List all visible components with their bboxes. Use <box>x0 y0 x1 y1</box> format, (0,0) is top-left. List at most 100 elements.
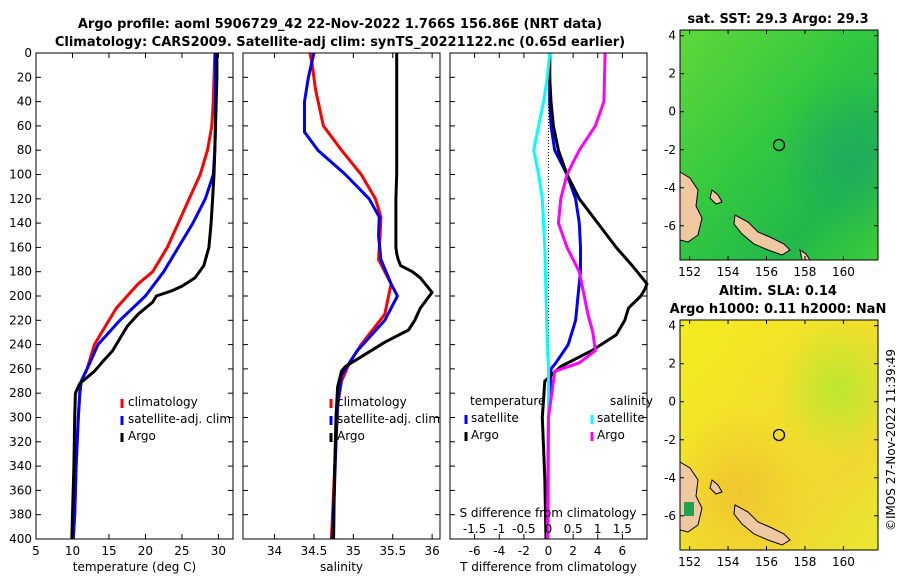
sla_map-ytick-label: -4 <box>664 471 676 485</box>
temperature-ytick-label: 180 <box>9 265 32 279</box>
temperature-ytick-label: 320 <box>9 435 32 449</box>
sla-map-field-orange-zone <box>680 320 878 550</box>
temperature-ytick-label: 340 <box>9 459 32 473</box>
difference-frame <box>449 52 648 540</box>
sst-map-panel: sat. SST: 29.3 Argo: 29.3 152 154 156 158 16… <box>664 12 879 279</box>
sla_map-ytick-label: 2 <box>668 357 676 371</box>
copyright-label: ©IMOS 27-Nov-2022 11:39:49 <box>884 349 898 531</box>
temperature-ytick-label: 120 <box>9 192 32 206</box>
salinity-legend-label: Argo <box>337 429 365 443</box>
sla-map-land-new-ireland <box>709 479 723 495</box>
sla-map-title-line1: Altim. SLA: 0.14 <box>719 284 837 299</box>
sla_map-ytick-label: 0 <box>668 395 676 409</box>
difference-top-tick-label: -1 <box>493 522 505 536</box>
sst_map-ytick-label: 0 <box>668 105 676 119</box>
salinity-xtick-label: 36 <box>424 544 439 558</box>
temperature-ytick-label: 200 <box>9 289 32 303</box>
sla-map-panel: Altim. SLA: 0.14 Argo h1000: 0.11 h2000:… <box>664 284 886 569</box>
temperature-series-argo <box>70 53 219 540</box>
difference-xtick-label: 6 <box>619 544 627 558</box>
sla-map-axes: 152 154 156 158 160 4 2 0 -2 -4 -6 <box>664 319 878 569</box>
difference-legend-salinity-label: Argo <box>597 428 625 442</box>
difference-xtick-label: 2 <box>569 544 577 558</box>
sst-map-land-new-britain <box>733 214 791 256</box>
difference-xtick-label: 0 <box>545 544 553 558</box>
sla_map-ytick-label: -2 <box>664 433 676 447</box>
temperature-ytick-label: 20 <box>17 70 32 84</box>
temperature-ytick-label: 80 <box>17 143 32 157</box>
difference-xtick-label: 4 <box>594 544 602 558</box>
salinity-xtick-label: 35 <box>346 544 361 558</box>
difference-legend-temperature-label: Argo <box>471 428 499 442</box>
difference-top-tick-label: -0.5 <box>512 522 535 536</box>
sla_map-xtick-label: 154 <box>717 555 740 569</box>
sst_map-ytick-label: -2 <box>664 143 676 157</box>
sla-map-land-new-britain <box>733 504 791 546</box>
salinity-plot-area <box>243 53 440 539</box>
salinity-xtick-label: 35.5 <box>379 544 406 558</box>
difference-xlabel: T difference from climatology <box>459 560 637 574</box>
sst_map-ytick-label: 2 <box>668 67 676 81</box>
temperature-panel: 5 10 15 20 25 30 temperature (deg C) 0 20 40 60 80 1… <box>9 46 234 574</box>
sla_map-xtick-label: 156 <box>755 555 778 569</box>
temperature-ytick-label: 0 <box>24 46 32 60</box>
temperature-ytick-label: 300 <box>9 411 32 425</box>
temperature-legend-label: Argo <box>128 429 156 443</box>
sst-map-field-cool-zone <box>680 30 878 260</box>
sla_map-ytick-label: -6 <box>664 509 676 523</box>
difference-top-axis-label: S difference from climatology <box>460 506 637 520</box>
temperature-ytick-label: 380 <box>9 508 32 522</box>
temperature-ytick-label: 140 <box>9 216 32 230</box>
difference-xtick-label: -4 <box>493 544 505 558</box>
sst_map-xtick-label: 152 <box>678 265 701 279</box>
sla_map-xtick-label: 152 <box>678 555 701 569</box>
sst-map-axes: 152 154 156 158 160 4 2 0 -2 -4 -6 <box>664 29 878 279</box>
temperature-ytick-label: 280 <box>9 386 32 400</box>
sst_map-xtick-label: 154 <box>717 265 740 279</box>
difference-series-salinity-argo <box>545 52 607 540</box>
sla-map-coastal-anomaly <box>684 502 694 516</box>
sst-map-argo-marker <box>772 138 786 152</box>
temperature-xtick-label: 10 <box>65 544 80 558</box>
temperature-xtick-label: 30 <box>211 544 226 558</box>
salinity-legend-label: climatology <box>337 395 407 409</box>
temperature-ytick-label: 220 <box>9 313 32 327</box>
difference-top-tick-label: -1.5 <box>463 522 486 536</box>
sla_map-xtick-label: 158 <box>793 555 816 569</box>
temperature-ytick-label: 400 <box>9 532 32 546</box>
sst-map-title: sat. SST: 29.3 Argo: 29.3 <box>687 12 868 27</box>
difference-legend-salinity-title: salinity <box>610 394 653 408</box>
temperature-legend-label: satellite-adj. clim <box>128 412 231 426</box>
difference-top-tick-label: 1.5 <box>613 522 632 536</box>
salinity-panel: 34 34.5 35 35.5 36 salinity climatology satelli… <box>242 52 441 574</box>
difference-xtick-label: -6 <box>469 544 481 558</box>
temperature-plot-area <box>36 53 233 539</box>
sst_map-ytick-label: 4 <box>668 29 676 43</box>
sst-map-land-new-ireland <box>709 189 723 205</box>
sst_map-xtick-label: 160 <box>832 265 855 279</box>
sst_map-xtick-label: 156 <box>755 265 778 279</box>
sst-map-land-png <box>679 171 703 243</box>
sla_map-ytick-label: 4 <box>668 319 676 333</box>
salinity-xtick-label: 34.5 <box>301 544 328 558</box>
temperature-ytick-label: 160 <box>9 240 32 254</box>
sst_map-ytick-label: -4 <box>664 181 676 195</box>
salinity-series-argo <box>332 53 434 540</box>
sla-map-frame <box>679 319 879 551</box>
temperature-xtick-label: 25 <box>174 544 189 558</box>
temperature-ytick-label: 40 <box>17 95 32 109</box>
figure-title-line2: Climatology: CARS2009. Satellite-adj cli… <box>55 35 625 50</box>
temperature-frame <box>35 52 234 540</box>
difference-xtick-label: -2 <box>518 544 530 558</box>
difference-legend-salinity-label: satellite <box>597 411 645 425</box>
temperature-ytick-label: 260 <box>9 362 32 376</box>
difference-top-tick-label: 0 <box>545 522 553 536</box>
sst_map-ytick-label: -6 <box>664 219 676 233</box>
salinity-legend-label: satellite-adj. clim <box>337 412 440 426</box>
salinity-xlabel: salinity <box>320 560 363 574</box>
salinity-frame <box>242 52 441 540</box>
difference-panel: -6 -4 -2 0 2 4 6 T difference from climatology t… <box>449 52 653 574</box>
temperature-ytick-label: 360 <box>9 483 32 497</box>
difference-top-tick-label: 1 <box>594 522 602 536</box>
